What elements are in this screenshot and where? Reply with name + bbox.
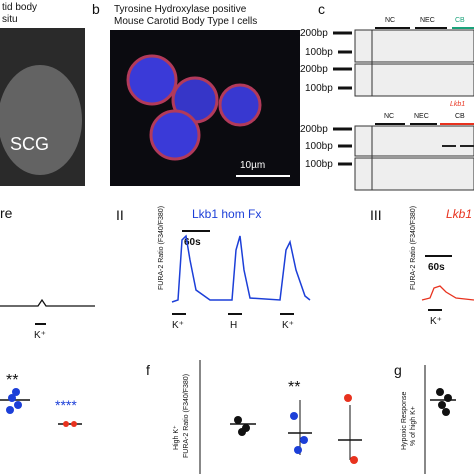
cells	[126, 54, 262, 161]
time-label: 60s	[428, 262, 445, 273]
trace	[171, 234, 311, 303]
significance: ****	[55, 397, 77, 413]
time-label: 60s	[184, 237, 201, 248]
y-label: Hypoxic Response	[401, 392, 408, 450]
y-label: % of high K+	[410, 406, 417, 446]
dots	[234, 416, 250, 436]
dots	[63, 421, 77, 427]
caption: tid body	[2, 2, 37, 13]
panel-letter: g	[394, 362, 402, 378]
ladder-label: 200bp	[300, 28, 328, 39]
scale-label: 10µm	[240, 160, 265, 171]
panel-letter: c	[318, 1, 325, 17]
lane-label: NC	[385, 17, 395, 24]
dots	[6, 388, 22, 414]
lane-label: CB	[455, 17, 465, 24]
lane-label: CB	[455, 113, 465, 120]
significance: **	[288, 379, 300, 396]
lane-label: Lkb1	[450, 101, 465, 108]
ladder-bands	[333, 127, 352, 166]
region-label: SCG	[10, 134, 49, 154]
dots	[436, 388, 452, 416]
trace	[421, 285, 474, 301]
ladder-label: 200bp	[300, 64, 328, 75]
gel	[354, 63, 474, 97]
y-label: FURA-2 Ratio (F340/F380)	[158, 206, 165, 290]
panel-letter: f	[146, 362, 150, 378]
lane-label: NEC	[420, 17, 435, 24]
tissue	[0, 65, 82, 175]
dots	[290, 412, 308, 454]
ladder-label: 100bp	[305, 159, 333, 170]
stim-label: K⁺	[430, 316, 442, 327]
significance: **	[6, 372, 18, 389]
caption: Mouse Carotid Body Type I cells	[114, 16, 257, 27]
ladder-label: 100bp	[305, 141, 333, 152]
gel	[354, 125, 474, 157]
trace-title: Lkb1 hom Fx	[192, 207, 261, 221]
lane-label: NEC	[414, 113, 429, 120]
stim-label: K⁺	[34, 330, 46, 341]
lane-label: NC	[384, 113, 394, 120]
trace	[0, 298, 95, 307]
y-label: FURA-2 Ratio (F340/F380)	[410, 206, 417, 290]
caption: situ	[2, 14, 18, 25]
panel-letter: b	[92, 1, 100, 17]
dots	[344, 394, 358, 464]
stim-label: H	[230, 320, 237, 331]
trace-numeral: II	[116, 207, 124, 223]
gel	[354, 29, 474, 63]
trace-label: re	[0, 205, 13, 221]
ladder-label: 200bp	[300, 124, 328, 135]
y-label: FURA-2 Ratio (F340/F380)	[183, 374, 190, 458]
stim-label: K⁺	[172, 320, 184, 331]
trace-numeral: III	[370, 207, 382, 223]
trace-title: Lkb1	[446, 207, 472, 221]
ladder-label: 100bp	[305, 83, 333, 94]
stim-label: K⁺	[282, 320, 294, 331]
gel	[354, 157, 474, 191]
ladder-bands	[333, 31, 352, 90]
caption: Tyrosine Hydroxylase positive	[114, 4, 247, 15]
y-label: High K⁺	[173, 425, 180, 450]
ladder-label: 100bp	[305, 47, 333, 58]
